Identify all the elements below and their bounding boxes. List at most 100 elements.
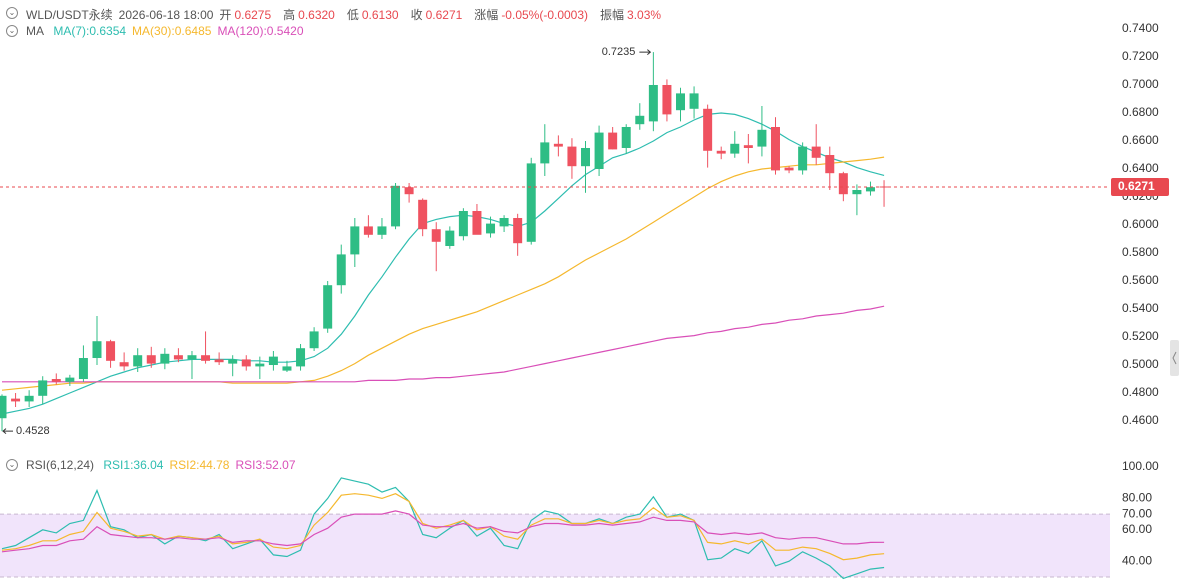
y-tick-label: 0.6000 <box>1122 217 1159 231</box>
candle-body <box>160 353 170 364</box>
candle-body <box>513 217 523 244</box>
candle-body <box>770 126 780 171</box>
y-tick-label: 0.5000 <box>1122 357 1159 371</box>
candle-body <box>78 358 88 380</box>
stat-value: 0.6275 <box>234 8 272 22</box>
y-tick-label: 0.4600 <box>1122 413 1159 427</box>
candle-body <box>106 341 116 361</box>
candle-body <box>309 331 319 349</box>
candle-body <box>526 163 536 242</box>
candle-body <box>621 126 631 148</box>
candle-body <box>716 150 726 154</box>
y-tick-label: 80.00 <box>1122 491 1152 505</box>
candle-body <box>811 146 821 158</box>
candle-body <box>65 377 75 382</box>
symbol: WLD/USDT永续 <box>26 8 113 22</box>
toggle-arrow <box>1172 351 1177 365</box>
candle-body <box>540 142 550 164</box>
candle-body <box>296 348 306 367</box>
legend-entry: RSI1:36.04 <box>103 458 164 472</box>
candle-body <box>730 143 740 154</box>
stat-label: 涨幅 <box>474 8 499 22</box>
candle-body <box>201 355 211 361</box>
candle-body <box>431 229 441 242</box>
y-tick-label: 60.00 <box>1122 522 1152 536</box>
y-tick-label: 0.6600 <box>1122 133 1159 147</box>
y-tick-label: 100.00 <box>1122 459 1159 473</box>
stat: 高 0.6320 <box>283 8 341 22</box>
candle-body <box>173 355 183 360</box>
stat: 收 0.6271 <box>411 8 469 22</box>
ma-legend: MA MA(7):0.6354 MA(30):0.6485 MA(120):0.54… <box>26 24 310 38</box>
stat-label: 开 <box>219 8 232 22</box>
header-line: WLD/USDT永续 2026-06-18 18:00 开 0.6275 高 0.6320… <box>26 6 679 23</box>
stat: 低 0.6130 <box>347 8 405 22</box>
candle-body <box>703 108 713 151</box>
rsi-band <box>0 514 1110 577</box>
candle-body <box>336 254 346 286</box>
y-tick-label: 0.5800 <box>1122 245 1159 259</box>
y-tick-label: 0.4800 <box>1122 385 1159 399</box>
rsi-legend: RSI(6,12,24) RSI1:36.04 RSI2:44.78 RSI3:52… <box>26 458 302 472</box>
y-tick-label: 0.5200 <box>1122 329 1159 343</box>
y-tick-label: 0.7400 <box>1122 21 1159 35</box>
candle-body <box>662 84 672 115</box>
candle-body <box>377 226 387 235</box>
candle-body <box>676 93 685 111</box>
y-tick-label: 0.5400 <box>1122 301 1159 315</box>
series-line <box>1 510 885 553</box>
candle-body <box>404 187 414 195</box>
candle-body <box>499 217 509 227</box>
candle-body <box>92 341 102 359</box>
candle-body <box>581 147 591 167</box>
candle-body <box>458 210 468 237</box>
candle-body <box>119 362 129 367</box>
candle-body <box>865 187 875 192</box>
legend-entry: MA(120):0.5420 <box>217 24 304 38</box>
stat: 涨幅 -0.05%(-0.0003) <box>474 8 594 22</box>
legend-entry: MA(30):0.6485 <box>132 24 212 38</box>
candle-body <box>391 185 401 227</box>
candle-body <box>268 356 278 366</box>
plot <box>0 52 889 432</box>
candle-body <box>689 93 699 109</box>
y-tick-label: 0.7000 <box>1122 77 1159 91</box>
candle-body <box>852 189 862 195</box>
candle-body <box>445 230 455 247</box>
min-arrow <box>2 428 13 434</box>
y-tick-label: 70.00 <box>1122 506 1152 520</box>
series-line <box>1 112 885 415</box>
candle-body <box>363 226 373 235</box>
y-tick-label: 40.00 <box>1122 553 1152 567</box>
candle-body <box>648 84 658 122</box>
stats: 开 0.6275 高 0.6320 低 0.6130 收 0.6271 涨幅 -0.05%(-0.… <box>219 8 673 22</box>
candle-body <box>323 285 333 329</box>
candle-body <box>214 359 224 363</box>
stat-label: 收 <box>410 8 423 22</box>
candle-body <box>635 115 645 125</box>
stat: 开 0.6275 <box>219 8 277 22</box>
last-price-label: 0.6271 <box>1118 179 1155 193</box>
panel-toggle[interactable] <box>1170 340 1179 376</box>
candle-body <box>133 355 143 367</box>
stat-value: 3.03% <box>627 8 662 22</box>
max-label: 0.7235 <box>602 46 636 58</box>
candle-body <box>798 146 808 171</box>
ma-label: MA <box>26 24 44 38</box>
datetime: 2026-06-18 18:00 <box>118 8 214 22</box>
candle-body <box>594 132 604 169</box>
candle-body <box>38 380 48 396</box>
legend-entry: RSI3:52.07 <box>235 458 296 472</box>
candle-body <box>146 355 156 364</box>
min-label: 0.4528 <box>16 425 50 437</box>
candle-body <box>350 226 360 255</box>
candle-body <box>486 223 496 234</box>
candle-body <box>11 398 21 402</box>
collapse-icon[interactable]: ⌄ <box>6 25 18 37</box>
collapse-icon[interactable]: ⌄ <box>6 459 18 471</box>
candle-body <box>228 359 238 364</box>
legend-entry: MA(7):0.6354 <box>53 24 127 38</box>
collapse-icon[interactable]: ⌄ <box>6 7 18 19</box>
candle-body <box>553 143 563 147</box>
